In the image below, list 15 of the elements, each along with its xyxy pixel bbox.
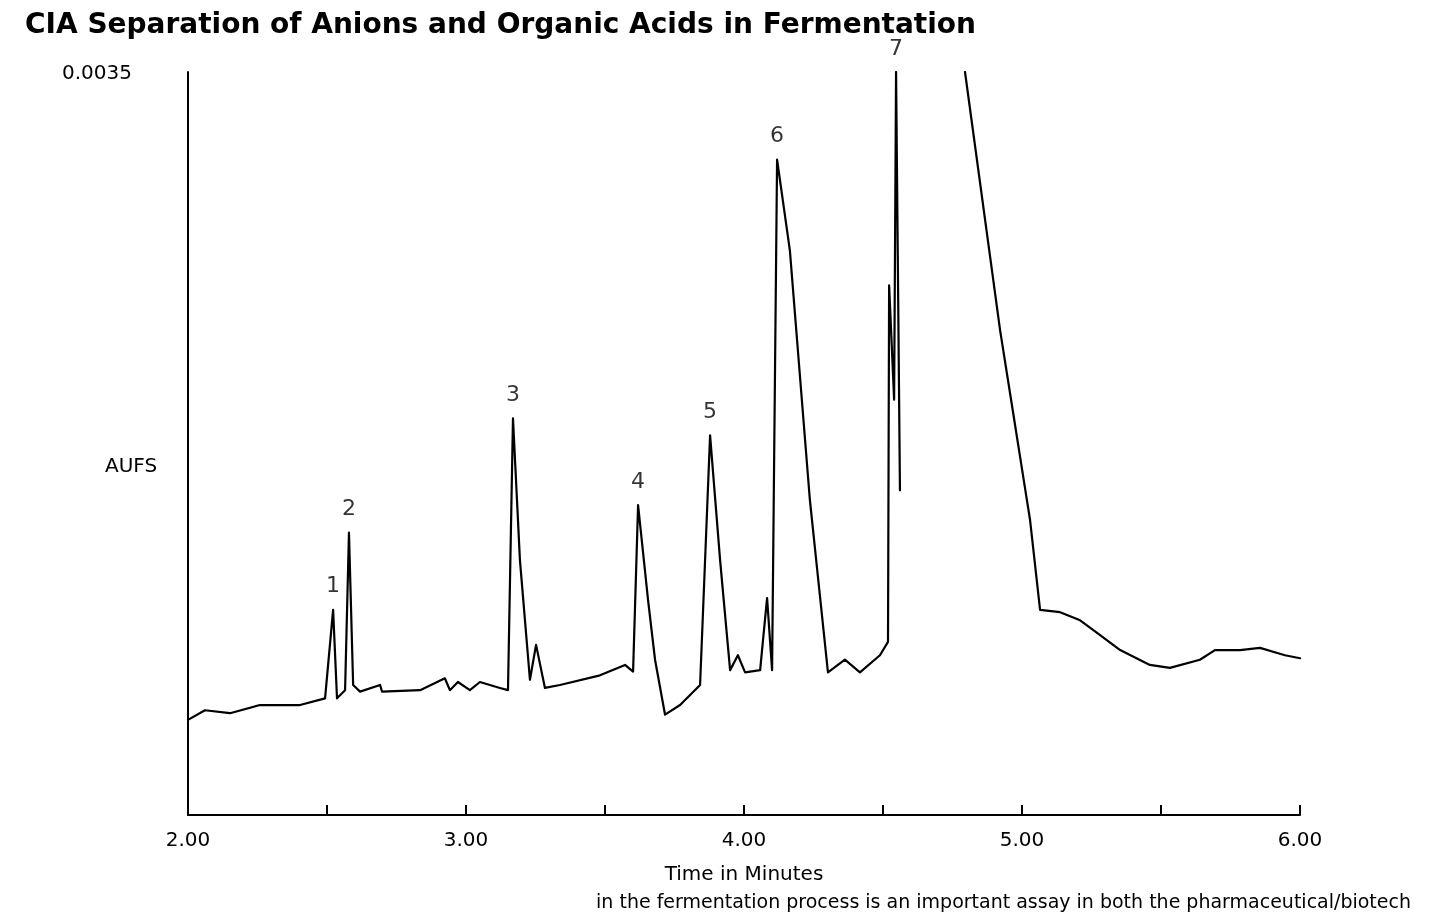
annotation: 1 (326, 572, 341, 598)
y-axis-title: AUFS (105, 453, 158, 477)
annotation: 5 (703, 397, 718, 423)
x-tick-label: 5.00 (999, 827, 1045, 851)
text: 0.0035 (62, 60, 132, 84)
annotation: 4 (631, 467, 646, 493)
x-axis-title: Time in Minutes (663, 861, 824, 885)
x-tick-label: 2.00 (165, 827, 211, 851)
annotation: 3 (505, 380, 520, 406)
x-tick-label: 4.00 (721, 827, 767, 851)
x-tick-label: 6.00 (1277, 827, 1323, 851)
annotation: 6 (770, 122, 785, 148)
text: in the fermentation process is an important assay in both the pharmaceutical/biotech (596, 889, 1412, 912)
x-tick-label: 3.00 (443, 827, 489, 851)
annotation: 2 (341, 495, 356, 521)
